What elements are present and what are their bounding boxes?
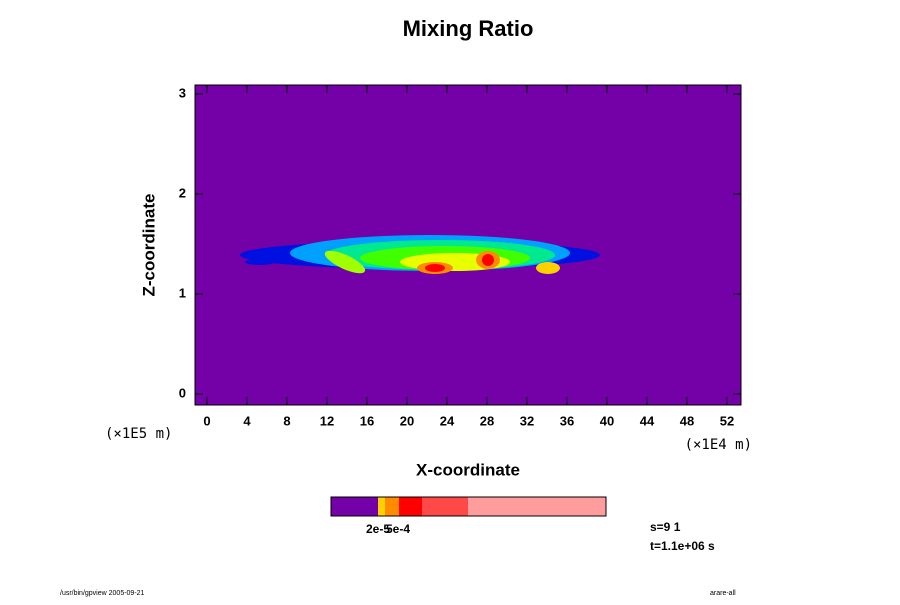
x-unit: (×1E4 m) xyxy=(685,437,752,453)
y-tick-label: 0 xyxy=(179,385,186,400)
annotation: t=1.1e+06 s xyxy=(650,539,715,553)
y-tick-label: 3 xyxy=(179,85,186,100)
x-tick-label: 4 xyxy=(243,413,251,428)
y-unit: (×1E5 m) xyxy=(105,426,172,442)
footer: /usr/bin/gpview 2005-09-21 xyxy=(60,590,145,597)
x-tick-label: 28 xyxy=(480,413,494,428)
plot-frame xyxy=(194,84,742,406)
x-axis-label: X-coordinate xyxy=(416,460,520,479)
x-tick-label: 44 xyxy=(640,413,655,428)
colorbar-frame xyxy=(330,496,607,517)
x-tick-label: 36 xyxy=(560,413,574,428)
y-tick-label: 2 xyxy=(179,185,186,200)
x-tick-label: 52 xyxy=(720,413,734,428)
footer: arare-all xyxy=(710,590,736,597)
y-axis-label: Z-coordinate xyxy=(139,194,158,297)
plume xyxy=(240,235,600,274)
annotation: s=9 1 xyxy=(650,520,681,534)
x-tick-label: 8 xyxy=(283,413,290,428)
x-tick-label: 48 xyxy=(680,413,694,428)
colorbar-label: 5e-4 xyxy=(386,522,410,536)
x-tick-label: 12 xyxy=(320,413,334,428)
colorbar-segment xyxy=(385,497,399,516)
x-tick-label: 0 xyxy=(203,413,210,428)
colorbar-segment xyxy=(331,497,378,516)
x-tick-label: 24 xyxy=(440,413,455,428)
x-tick-label: 20 xyxy=(400,413,414,428)
colorbar-segment xyxy=(378,497,385,516)
colorbar-segment xyxy=(468,497,606,516)
colorbar-label: 2e-5 xyxy=(366,522,390,536)
colorbar-segment xyxy=(422,497,468,516)
x-tick-label: 16 xyxy=(360,413,374,428)
colorbar-segment xyxy=(399,497,422,516)
y-tick-label: 1 xyxy=(179,285,186,300)
x-tick-label: 40 xyxy=(600,413,614,428)
x-tick-label: 32 xyxy=(520,413,534,428)
chart-title: Mixing Ratio xyxy=(403,16,534,41)
